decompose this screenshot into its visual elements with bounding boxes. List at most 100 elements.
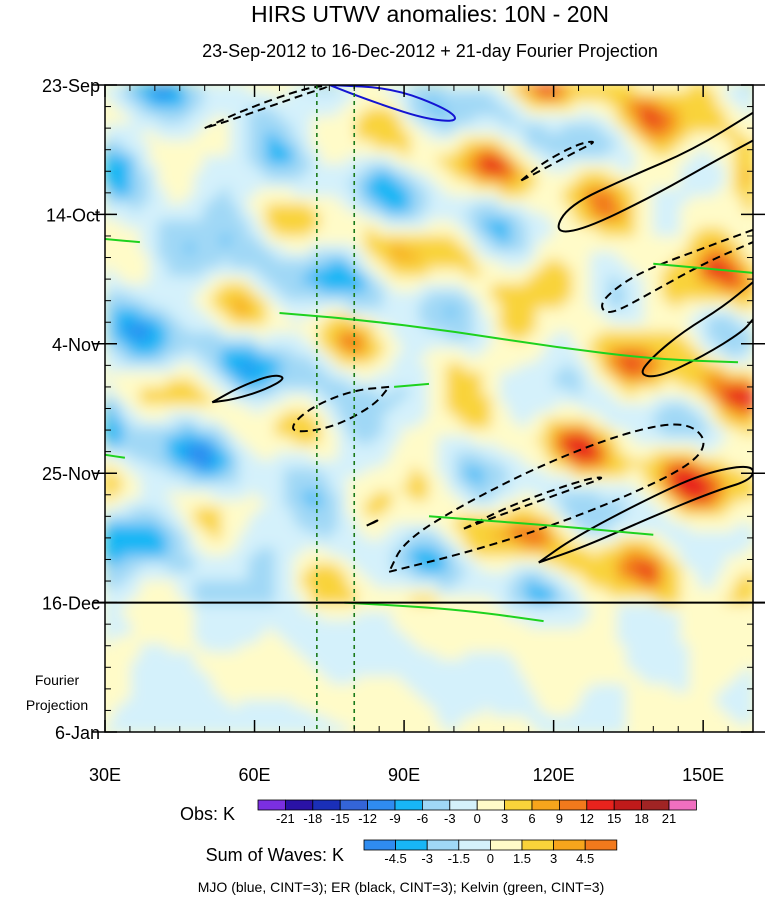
heat-cell xyxy=(167,236,178,246)
heat-cell xyxy=(320,116,331,126)
heat-cell xyxy=(617,412,628,422)
heat-cell xyxy=(410,212,421,222)
heat-cell xyxy=(464,188,475,198)
heat-cell xyxy=(122,180,133,190)
heat-cell xyxy=(437,188,448,198)
heat-cell xyxy=(113,268,124,278)
heat-cell xyxy=(248,85,259,94)
heat-cell xyxy=(392,580,403,590)
heat-cell xyxy=(725,308,736,318)
heat-cell xyxy=(473,524,484,534)
heat-cell xyxy=(410,284,421,294)
heat-cell xyxy=(365,332,376,342)
heat-cell xyxy=(167,324,178,334)
heat-cell xyxy=(500,556,511,566)
heat-cell xyxy=(509,460,520,470)
heat-cell xyxy=(554,196,565,206)
heat-cell xyxy=(626,460,637,470)
heat-cell xyxy=(105,596,115,606)
heat-cell xyxy=(743,484,753,494)
heat-cell xyxy=(257,340,268,350)
heat-cell xyxy=(212,132,223,142)
heat-cell xyxy=(644,340,655,350)
heat-cell xyxy=(455,412,466,422)
heat-cell xyxy=(545,620,556,630)
heat-cell xyxy=(212,188,223,198)
heat-cell xyxy=(113,500,124,510)
heat-cell xyxy=(194,188,205,198)
heat-cell xyxy=(284,92,295,102)
heat-cell xyxy=(455,220,466,230)
heat-cell xyxy=(635,428,646,438)
heat-cell xyxy=(302,156,313,166)
heat-cell xyxy=(590,500,601,510)
heat-cell xyxy=(401,412,412,422)
heat-cell xyxy=(356,180,367,190)
heat-cell xyxy=(140,85,151,94)
heat-cell xyxy=(131,85,142,94)
heat-cell xyxy=(203,548,214,558)
heat-cell xyxy=(374,540,385,550)
heat-cell xyxy=(725,196,736,206)
heat-cell xyxy=(698,172,709,182)
heat-cell xyxy=(635,564,646,574)
heat-cell xyxy=(635,532,646,542)
heat-cell xyxy=(680,236,691,246)
heat-cell xyxy=(113,164,124,174)
heat-cell xyxy=(563,436,574,446)
heat-cell xyxy=(105,204,115,214)
heat-cell xyxy=(347,148,358,158)
heat-cell xyxy=(491,524,502,534)
heat-cell xyxy=(374,548,385,558)
heat-cell xyxy=(734,85,745,94)
heat-cell xyxy=(131,604,142,614)
heat-cell xyxy=(590,628,601,638)
heat-cell xyxy=(635,236,646,246)
heat-cell xyxy=(428,124,439,134)
heat-cell xyxy=(455,508,466,518)
heat-cell xyxy=(167,436,178,446)
heat-cell xyxy=(329,148,340,158)
heat-cell xyxy=(248,620,259,630)
heat-cell xyxy=(203,460,214,470)
heat-cell xyxy=(401,620,412,630)
heat-cell xyxy=(527,604,538,614)
heat-cell xyxy=(374,532,385,542)
heat-cell xyxy=(599,404,610,414)
heat-cell xyxy=(338,444,349,454)
heat-cell xyxy=(437,340,448,350)
heat-cell xyxy=(266,340,277,350)
heat-cell xyxy=(545,476,556,486)
heat-cell xyxy=(356,444,367,454)
heat-cell xyxy=(716,324,727,334)
heat-cell xyxy=(536,308,547,318)
heat-cell xyxy=(464,380,475,390)
heat-cell xyxy=(608,516,619,526)
heat-cell xyxy=(707,420,718,430)
heat-cell xyxy=(473,284,484,294)
heat-cell xyxy=(482,628,493,638)
heat-cell xyxy=(689,108,700,118)
heat-cell xyxy=(293,404,304,414)
heat-cell xyxy=(662,100,673,110)
heat-cell xyxy=(167,100,178,110)
heat-cell xyxy=(743,476,753,486)
heat-cell xyxy=(725,372,736,382)
heat-cell xyxy=(626,276,637,286)
heat-cell xyxy=(131,148,142,158)
heat-cell xyxy=(338,476,349,486)
heat-cell xyxy=(554,420,565,430)
heat-cell xyxy=(410,308,421,318)
heat-cell xyxy=(626,620,637,630)
heat-cell xyxy=(662,148,673,158)
heat-cell xyxy=(644,452,655,462)
heat-cell xyxy=(239,332,250,342)
heat-cell xyxy=(140,348,151,358)
heat-cell xyxy=(563,364,574,374)
heat-cell xyxy=(194,620,205,630)
heat-cell xyxy=(680,276,691,286)
heat-cell xyxy=(734,108,745,118)
heat-cell xyxy=(518,492,529,502)
heat-cell xyxy=(140,124,151,134)
heat-cell xyxy=(680,412,691,422)
